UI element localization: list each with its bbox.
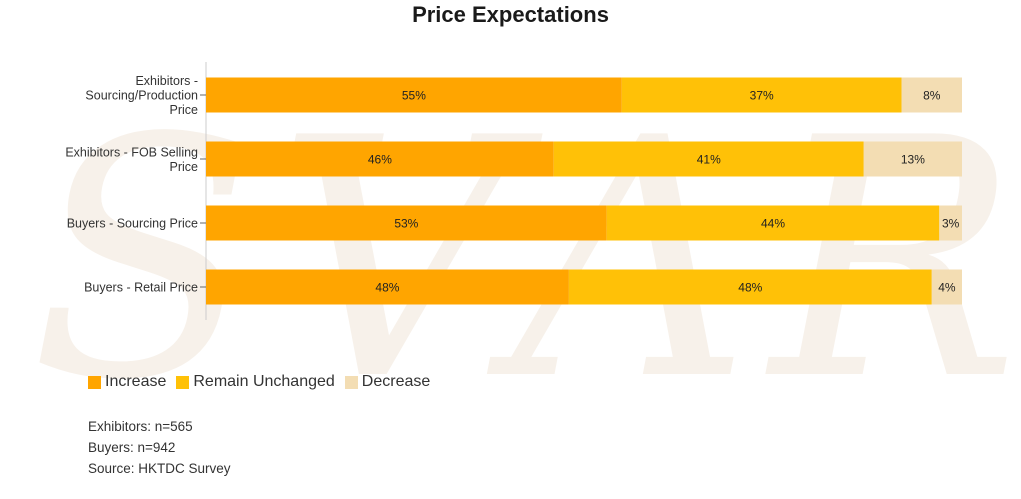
data-label: 13% [901, 153, 925, 167]
bar-segment-increase[interactable] [206, 141, 554, 177]
data-label: 4% [938, 281, 956, 295]
data-label: 37% [750, 89, 774, 103]
bar-segment-increase[interactable] [206, 269, 569, 305]
chart-legend: Increase Remain Unchanged Decrease [88, 373, 430, 391]
chart-title: Price Expectations [412, 2, 609, 27]
bar-segment-remain-unchanged[interactable] [621, 77, 902, 113]
category-label: Exhibitors -Sourcing/Production Price [85, 74, 198, 117]
data-label: 53% [394, 217, 418, 231]
data-label: 55% [402, 89, 426, 103]
data-label: 44% [761, 217, 785, 231]
bar-segment-remain-unchanged[interactable] [568, 269, 932, 305]
data-label: 8% [923, 89, 941, 103]
legend-item-remain-unchanged[interactable]: Remain Unchanged [176, 373, 335, 391]
category-label: Exhibitors - FOB Selling Price [65, 145, 198, 174]
bar-segment-decrease[interactable] [863, 141, 962, 177]
bar-segment-increase[interactable] [206, 205, 607, 241]
chart-notes: Exhibitors: n=565 Buyers: n=942 Source: … [88, 416, 231, 479]
legend-item-decrease[interactable]: Decrease [344, 373, 431, 391]
legend-swatch-increase [88, 375, 101, 389]
bar-segment-increase[interactable] [206, 77, 622, 113]
data-label: 48% [738, 281, 762, 295]
bar-segment-decrease[interactable] [901, 77, 962, 113]
legend-label-decrease: Decrease [361, 373, 431, 390]
note-exhibitors-sample: Exhibitors: n=565 [88, 419, 193, 434]
legend-label-increase: Increase [105, 373, 167, 390]
data-label: 46% [368, 153, 392, 167]
bar-segment-decrease[interactable] [931, 269, 962, 305]
legend-swatch-remain-unchanged [176, 375, 190, 389]
note-buyers-sample: Buyers: n=942 [88, 440, 176, 455]
bar-segment-remain-unchanged[interactable] [606, 205, 940, 241]
data-label: 41% [697, 153, 721, 167]
bar-segment-remain-unchanged[interactable] [553, 141, 864, 177]
legend-swatch-decrease [344, 375, 358, 389]
legend-item-increase[interactable]: Increase [88, 373, 166, 391]
category-label: Buyers - Retail Price [84, 281, 198, 295]
bar-segment-decrease[interactable] [939, 205, 962, 241]
data-label: 3% [942, 217, 960, 231]
category-label: Buyers - Sourcing Price [67, 217, 198, 231]
note-source: Source: HKTDC Survey [88, 461, 231, 476]
legend-label-remain-unchanged: Remain Unchanged [193, 373, 335, 390]
data-label: 48% [375, 281, 399, 295]
